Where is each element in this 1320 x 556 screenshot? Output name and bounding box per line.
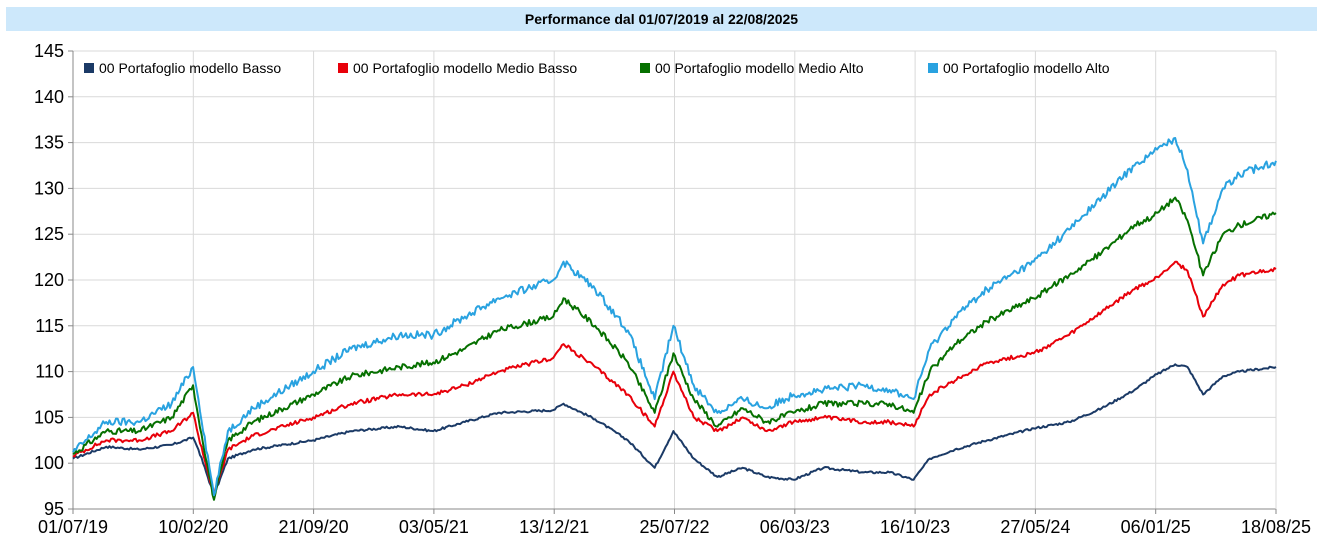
y-tick-label: 145 [34,41,64,61]
x-tick-label: 25/07/22 [639,517,709,537]
legend: 00 Portafoglio modello Basso 00 Portafogl… [84,60,1110,76]
chart-title: Performance dal 01/07/2019 al 22/08/2025 [524,11,799,27]
legend-swatch [928,63,938,73]
x-tick-label: 06/01/25 [1121,517,1191,537]
x-tick-label: 21/09/20 [279,517,349,537]
series-line-2 [72,196,1277,501]
y-tick-label: 105 [34,407,64,427]
y-tick-labels: 95 100 105 110 115 120 125 130 135 140 145 [34,41,64,519]
x-tick-label: 13/12/21 [519,517,589,537]
y-tick-label: 95 [44,499,64,519]
x-tick-label: 16/10/23 [880,517,950,537]
y-tick-label: 130 [34,178,64,198]
x-tick-label: 18/08/25 [1241,517,1311,537]
x-tick-label: 27/05/24 [1000,517,1070,537]
x-tick-label: 06/03/23 [760,517,830,537]
x-tick-labels: 01/07/19 10/02/20 21/09/20 03/05/21 13/12/21… [38,517,1311,537]
legend-label: 00 Portafoglio modello Basso [99,60,281,76]
chart-title-bar: Performance dal 01/07/2019 al 22/08/2025 [6,7,1317,31]
y-tick-label: 135 [34,133,64,153]
y-tick-label: 140 [34,87,64,107]
series-lines [72,137,1277,501]
x-tick-label: 01/07/19 [38,517,108,537]
y-tick-label: 120 [34,270,64,290]
series-line-3 [72,137,1277,497]
axes [68,50,1277,514]
legend-swatch [640,63,650,73]
x-tick-label: 03/05/21 [399,517,469,537]
legend-label: 00 Portafoglio modello Medio Alto [655,60,864,76]
series-line-0 [72,363,1277,497]
y-tick-label: 125 [34,224,64,244]
legend-label: 00 Portafoglio modello Alto [943,60,1110,76]
y-tick-label: 115 [35,316,64,336]
grid-lines [72,50,1277,510]
legend-label: 00 Portafoglio modello Medio Basso [353,60,577,76]
series-line-1 [72,260,1277,497]
legend-swatch [338,63,348,73]
legend-swatch [84,63,94,73]
y-tick-label: 100 [34,453,64,473]
x-tick-label: 10/02/20 [158,517,228,537]
y-tick-label: 110 [35,362,64,382]
